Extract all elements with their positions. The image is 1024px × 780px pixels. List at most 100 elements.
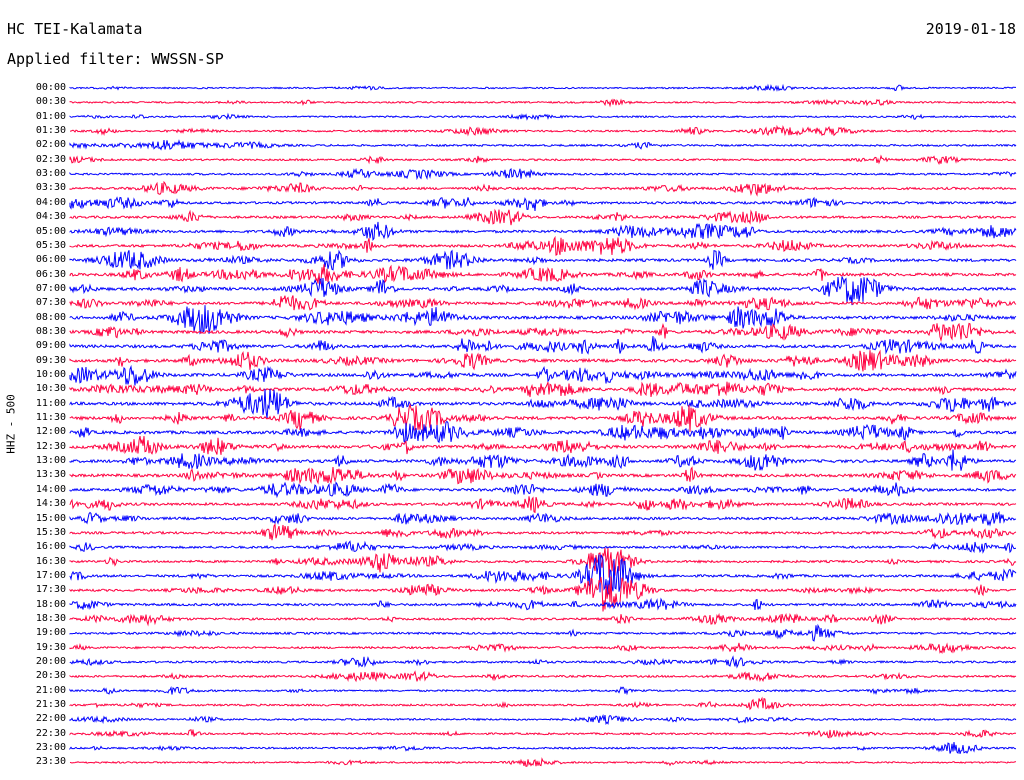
trace-0400 [69,196,1017,212]
trace-2000 [69,655,1017,669]
time-label: 03:30 [35,182,66,194]
time-label: 05:00 [35,225,66,237]
trace-0900 [69,336,1017,355]
trace-1130 [69,402,1017,432]
trace-1830 [69,612,1017,627]
trace-2100 [69,686,1017,696]
trace-0300 [69,167,1017,181]
trace-2130 [69,696,1017,711]
time-label: 21:30 [35,699,66,711]
trace-1700 [69,554,1017,596]
time-label: 15:30 [35,526,66,538]
time-label: 19:30 [35,641,66,653]
trace-0630 [69,264,1017,285]
trace-0200 [69,139,1017,151]
trace-0500 [69,221,1017,242]
time-label: 04:30 [35,211,66,223]
time-label: 12:00 [35,426,66,438]
trace-1630 [69,547,1017,578]
trace-0730 [69,295,1017,311]
trace-1000 [69,364,1017,386]
time-label: 13:30 [35,469,66,481]
time-label: 02:00 [35,139,66,151]
trace-1730 [69,576,1017,612]
trace-1930 [69,642,1017,655]
time-label: 14:00 [35,483,66,495]
trace-0030 [69,98,1017,108]
time-label: 10:30 [35,383,66,395]
time-label: 07:00 [35,282,66,294]
record-date: 2019-01-18 [925,20,1016,38]
time-label: 05:30 [35,239,66,251]
trace-1600 [69,540,1017,554]
filter-line: Applied filter: WWSSN-SP [7,50,224,68]
trace-0130 [70,124,1017,137]
trace-1300 [69,449,1017,471]
trace-2200 [69,713,1017,726]
time-label: 20:30 [35,670,66,682]
time-label: 11:00 [35,397,66,409]
time-label: 23:00 [35,742,66,754]
time-label: 07:30 [35,297,66,309]
trace-1530 [69,523,1017,541]
trace-0930 [69,349,1017,372]
time-label: 01:00 [35,110,66,122]
trace-1200 [69,420,1017,444]
trace-1500 [69,511,1017,527]
trace-2330 [69,757,1017,767]
time-label: 10:00 [35,369,66,380]
time-label: 02:30 [35,153,66,165]
time-label: 16:00 [35,541,66,553]
time-label: 19:00 [35,627,66,639]
trace-0600 [69,249,1017,271]
trace-1330 [69,466,1017,485]
time-label: 17:30 [35,584,66,596]
trace-1100 [69,388,1017,419]
time-label: 06:30 [35,268,66,280]
time-labels: 00:00 00:30 01:00 01:30 02:00 02:30 03:00 03:30… [0,0,66,780]
time-label: 00:30 [35,96,66,108]
trace-0700 [69,276,1017,306]
time-label: 09:30 [35,354,66,366]
trace-1900 [69,623,1017,642]
station-name: HC TEI-Kalamata [7,20,143,38]
time-label: 12:30 [35,440,66,452]
time-label: 03:00 [35,168,66,180]
trace-0830 [69,322,1016,343]
time-label: 01:30 [35,125,66,137]
time-label: 14:30 [35,498,66,510]
trace-2300 [69,742,1017,754]
trace-0530 [69,235,1017,256]
time-label: 04:00 [35,196,66,208]
time-label: 13:00 [35,455,66,467]
time-label: 06:00 [35,254,66,266]
time-label: 22:30 [35,727,66,739]
trace-1230 [69,435,1017,455]
time-label: 15:00 [35,512,66,524]
trace-1430 [69,496,1017,514]
time-label: 20:00 [35,656,66,667]
trace-0330 [69,180,1017,197]
time-label: 18:00 [35,598,66,610]
trace-1800 [69,597,1017,611]
trace-0100 [69,112,1017,121]
trace-0230 [69,154,1017,166]
trace-1030 [69,381,1017,398]
time-label: 00:00 [35,82,66,93]
time-label: 23:30 [35,756,66,768]
time-label: 09:00 [35,340,66,352]
trace-2230 [69,729,1017,739]
time-label: 18:30 [35,612,66,624]
trace-0430 [69,208,1017,226]
filter-label: Applied filter: [7,50,143,68]
time-label: 08:00 [35,311,66,323]
time-label: 16:30 [35,555,66,567]
trace-1400 [69,481,1017,499]
time-label: 08:30 [35,325,66,337]
time-label: 21:00 [35,684,66,696]
filter-value: WWSSN-SP [151,50,224,68]
trace-0000 [69,83,1016,92]
trace-0800 [69,305,1017,335]
time-label: 22:00 [35,713,66,725]
